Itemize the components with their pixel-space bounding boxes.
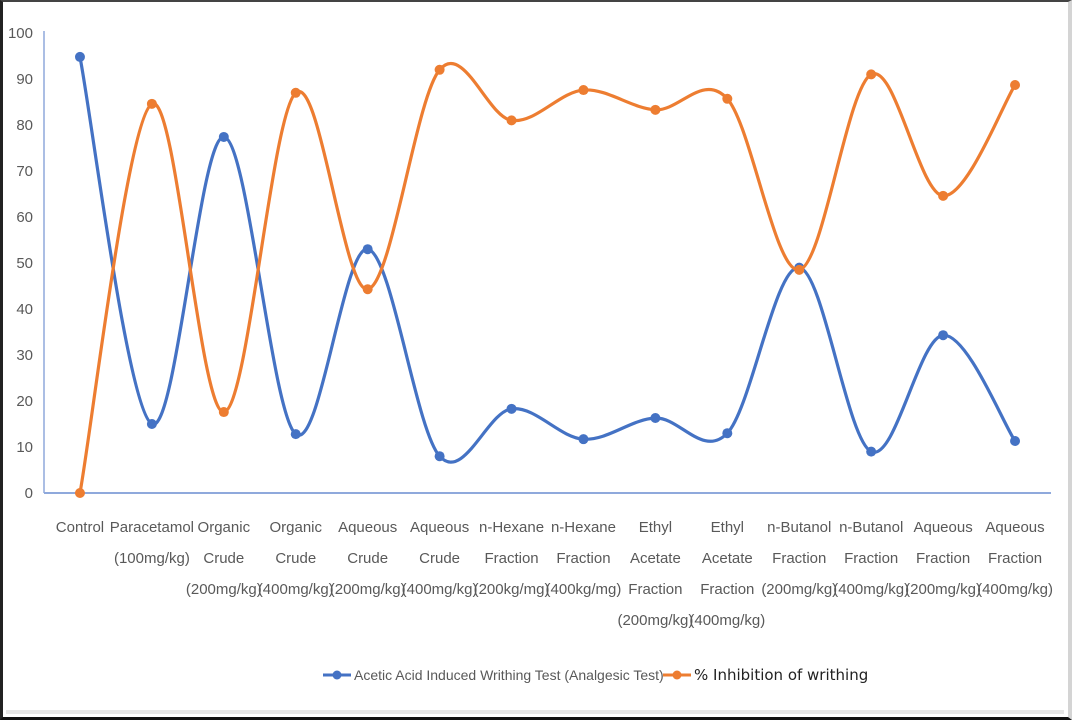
data-point-marker[interactable] xyxy=(722,93,733,104)
legend-item-writhing-test[interactable]: Acetic Acid Induced Writhing Test (Analg… xyxy=(323,667,664,683)
x-category-label: n-Hexane Fraction (200kg/mg) xyxy=(474,519,550,598)
y-tick-label: 0 xyxy=(25,485,33,502)
data-point-marker[interactable] xyxy=(146,98,157,109)
data-point-marker[interactable] xyxy=(866,446,877,457)
legend-label-inhibition: % Inhibition of writhing xyxy=(694,666,868,684)
data-point-marker[interactable] xyxy=(506,403,517,414)
frame-inner-border xyxy=(6,710,1064,714)
x-category-label: Organic Crude (200mg/kg) xyxy=(186,519,262,598)
data-point-marker[interactable] xyxy=(434,64,445,75)
y-tick-label: 40 xyxy=(16,301,33,318)
data-point-marker[interactable] xyxy=(578,85,589,96)
x-category-label: Ethyl Acetate Fraction (400mg/kg) xyxy=(689,519,765,629)
data-point-marker[interactable] xyxy=(74,488,85,498)
data-point-marker[interactable] xyxy=(506,115,517,126)
data-point-marker[interactable] xyxy=(290,429,301,440)
data-point-marker[interactable] xyxy=(1010,79,1021,90)
x-category-label: Aqueous Crude (200mg/kg) xyxy=(330,519,406,598)
data-point-marker[interactable] xyxy=(722,428,733,439)
x-category-label: Ethyl Acetate Fraction (200mg/kg) xyxy=(617,519,693,629)
y-tick-label: 90 xyxy=(16,71,33,88)
x-category-label: Paracetamol (100mg/kg) xyxy=(110,519,194,567)
data-point-marker[interactable] xyxy=(146,419,157,429)
data-point-marker[interactable] xyxy=(938,190,949,201)
x-category-label: Aqueous Crude (400mg/kg) xyxy=(402,519,478,598)
y-tick-label: 50 xyxy=(16,255,33,272)
series-inhibition xyxy=(74,61,1021,498)
x-category-label: n-Hexane Fraction (400kg/mg) xyxy=(546,519,622,598)
data-point-marker[interactable] xyxy=(218,131,229,142)
data-point-marker[interactable] xyxy=(794,264,805,275)
x-category-label: Organic Crude (400mg/kg) xyxy=(258,519,334,598)
data-point-marker[interactable] xyxy=(434,451,445,462)
x-category-label: Aqueous Fraction (200mg/kg) xyxy=(905,519,981,598)
y-tick-label: 10 xyxy=(16,439,33,456)
chart-legend: Acetic Acid Induced Writhing Test (Analg… xyxy=(323,666,868,684)
data-point-marker[interactable] xyxy=(362,284,373,295)
data-point-marker[interactable] xyxy=(650,104,661,115)
y-axis: 0 10 20 30 40 50 60 70 80 90 100 xyxy=(8,25,45,502)
series-line xyxy=(78,61,1017,495)
x-category-label: n-Butanol Fraction (400mg/kg) xyxy=(833,519,909,598)
series-line xyxy=(78,55,1017,464)
x-category-label: n-Butanol Fraction (200mg/kg) xyxy=(761,519,837,598)
x-axis: Control Paracetamol (100mg/kg)Organic Crude… xyxy=(44,492,1053,629)
data-point-marker[interactable] xyxy=(578,434,589,445)
data-point-marker[interactable] xyxy=(74,51,85,62)
y-tick-label: 60 xyxy=(16,209,33,226)
data-point-marker[interactable] xyxy=(290,87,301,98)
y-tick-label: 80 xyxy=(16,117,33,134)
data-point-marker[interactable] xyxy=(866,69,877,80)
data-point-marker[interactable] xyxy=(650,413,661,424)
y-tick-label: 100 xyxy=(8,25,33,42)
legend-label-writhing-test: Acetic Acid Induced Writhing Test (Analg… xyxy=(354,667,664,683)
chart-series xyxy=(74,51,1021,498)
data-point-marker[interactable] xyxy=(362,244,373,255)
x-category-label: Control xyxy=(56,519,104,536)
data-point-marker[interactable] xyxy=(938,330,949,341)
y-tick-label: 30 xyxy=(16,347,33,364)
legend-item-inhibition[interactable]: % Inhibition of writhing xyxy=(663,666,868,684)
y-tick-label: 70 xyxy=(16,163,33,180)
x-category-label: Aqueous Fraction (400mg/kg) xyxy=(977,519,1053,598)
data-point-marker[interactable] xyxy=(218,407,229,418)
y-tick-label: 20 xyxy=(16,393,33,410)
data-point-marker[interactable] xyxy=(1010,436,1021,447)
